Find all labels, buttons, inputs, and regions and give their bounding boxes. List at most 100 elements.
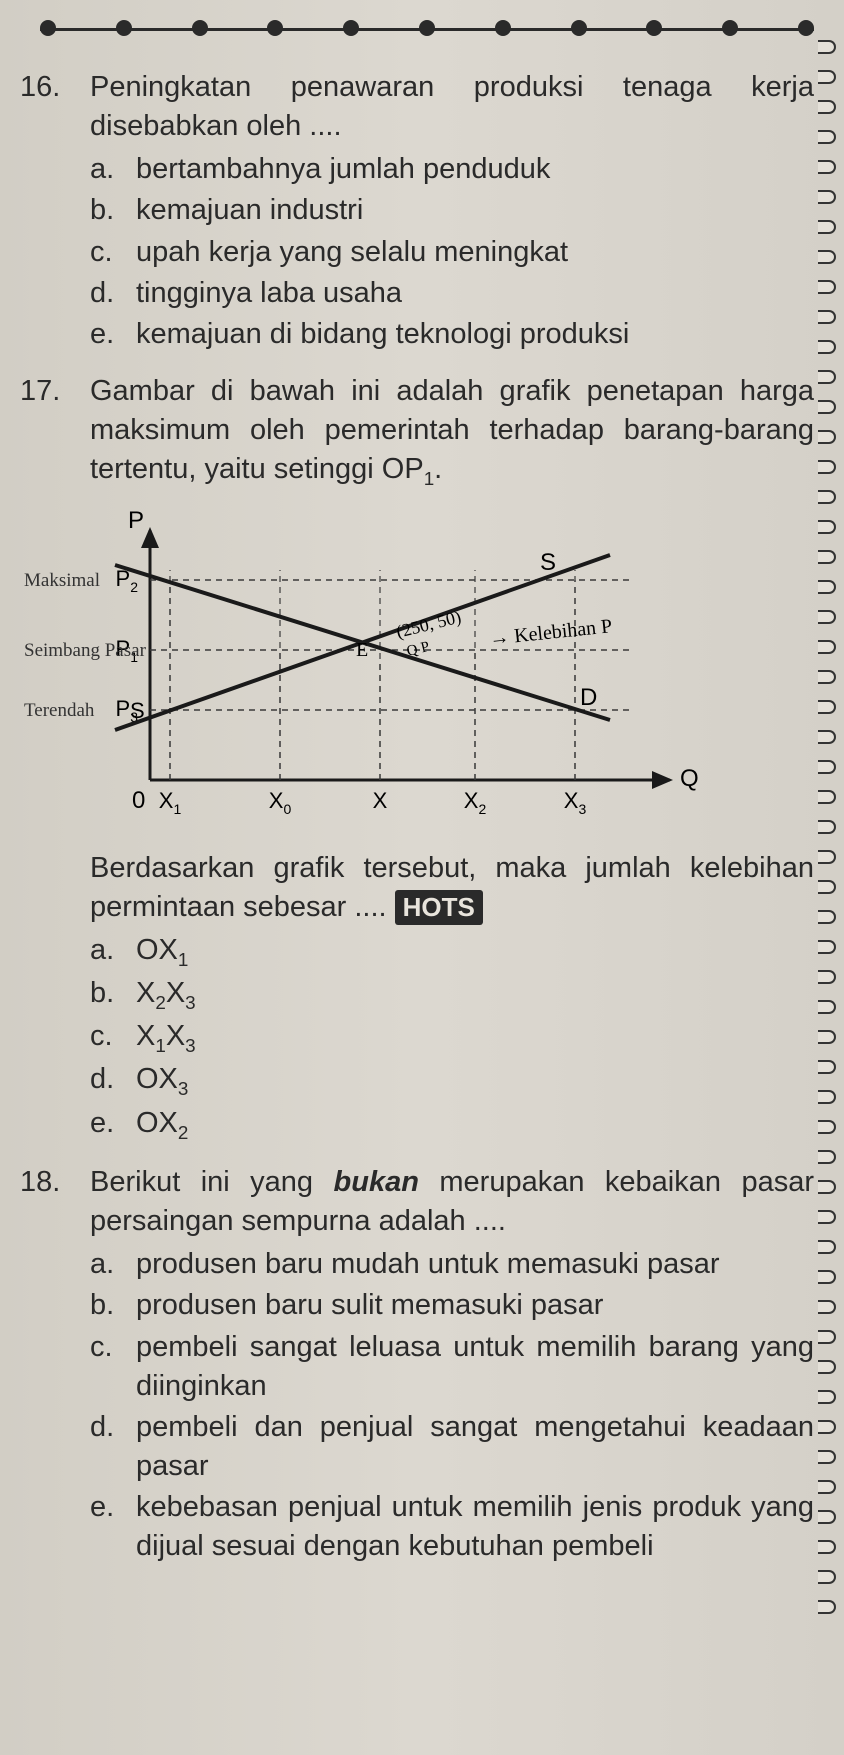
svg-text:Seimbang Pasar: Seimbang Pasar [24,640,147,661]
option-letter: d. [90,1060,136,1101]
option-letter: b. [90,191,136,230]
spiral-binding [818,0,840,1755]
option-text: pembeli dan penjual sangat mengetahui ke… [136,1408,814,1486]
stem-end: . [434,453,442,485]
svg-text:0: 0 [132,787,145,814]
svg-text:X: X [373,788,388,813]
question-16: 16. Peningkatan penawaran produksi tenag… [20,68,814,354]
dot [646,20,662,36]
option-text: bertambahnya jumlah penduduk [136,150,814,189]
dot [798,20,814,36]
question-17: 17. Gambar di bawah ini adalah grafik pe… [20,372,814,496]
option-letter: c. [90,1017,136,1058]
option-letter: e. [90,315,136,354]
svg-text:Terendah: Terendah [24,700,95,721]
option-text: X1X3 [136,1017,814,1058]
option-text: produsen baru mudah untuk memasuki pasar [136,1245,814,1284]
option-e: e.kemajuan di bidang teknologi produksi [90,315,814,354]
option-a: a.produsen baru mudah untuk memasuki pas… [90,1245,814,1284]
option-b: b.X2X3 [90,974,814,1015]
stem-sub: 1 [424,468,434,489]
question-18: 18. Berikut ini yang bukan merupakan keb… [20,1163,814,1566]
svg-text:X1: X1 [159,788,182,817]
option-letter: a. [90,150,136,189]
option-letter: d. [90,274,136,313]
svg-text:D: D [580,684,597,711]
question-stem-2: Berdasarkan grafik tersebut, maka jumlah… [90,849,814,927]
question-body: Berikut ini yang bukan merupakan kebaika… [90,1163,814,1566]
stem-bold: bukan [334,1166,419,1198]
option-a: a.OX1 [90,931,814,972]
option-e: e.OX2 [90,1104,814,1145]
question-stem: Peningkatan penawaran produksi tenaga ke… [90,68,814,146]
svg-text:X2: X2 [464,788,487,817]
svg-text:Maksimal: Maksimal [24,570,100,591]
option-d: d.tingginya laba usaha [90,274,814,313]
option-text: produsen baru sulit memasuki pasar [136,1286,814,1325]
dot [722,20,738,36]
svg-text:Q: Q [680,765,699,792]
question-17-continued: Berdasarkan grafik tersebut, maka jumlah… [90,849,814,1145]
option-e: e.kebebasan penjual untuk memilih jenis … [90,1488,814,1566]
options: a.produsen baru mudah untuk memasuki pas… [90,1245,814,1566]
dot [495,20,511,36]
option-text: X2X3 [136,974,814,1015]
question-number: 18. [20,1163,90,1566]
hots-badge: HOTS [395,890,483,925]
option-a: a.bertambahnya jumlah penduduk [90,150,814,189]
svg-text:Q P: Q P [405,638,431,659]
option-letter: a. [90,1245,136,1284]
option-letter: c. [90,1328,136,1406]
question-number: 16. [20,68,90,354]
question-body: Gambar di bawah ini adalah grafik peneta… [90,372,814,496]
question-stem: Gambar di bawah ini adalah grafik peneta… [90,372,814,492]
question-body: Peningkatan penawaran produksi tenaga ke… [90,68,814,354]
question-number: 17. [20,372,90,496]
option-letter: a. [90,931,136,972]
stem-text: Gambar di bawah ini adalah grafik peneta… [90,375,814,485]
dot [40,20,56,36]
question-stem: Berikut ini yang bukan merupakan kebaika… [90,1163,814,1241]
option-text: tingginya laba usaha [136,274,814,313]
option-c: c.upah kerja yang selalu meningkat [90,233,814,272]
options: a.OX1 b.X2X3 c.X1X3 d.OX3 e.OX2 [90,931,814,1145]
option-text: pembeli sangat leluasa untuk memilih bar… [136,1328,814,1406]
chart-svg: PQ0P2MaksimalP1Seimbang PasarP3TerendahX… [20,510,800,830]
dot [116,20,132,36]
dot [267,20,283,36]
dot [343,20,359,36]
option-text: kebebasan penjual untuk memilih jenis pr… [136,1488,814,1566]
option-letter: b. [90,1286,136,1325]
worksheet-page: 16. Peningkatan penawaran produksi tenag… [0,0,844,1755]
svg-text:(250, 50): (250, 50) [394,606,463,642]
option-text: kemajuan di bidang teknologi produksi [136,315,814,354]
option-letter: e. [90,1488,136,1566]
svg-text:S: S [540,549,556,576]
option-text: upah kerja yang selalu meningkat [136,233,814,272]
option-text: kemajuan industri [136,191,814,230]
svg-text:E: E [356,639,368,661]
stem-pre: Berikut ini yang [90,1166,334,1198]
option-c: c.X1X3 [90,1017,814,1058]
option-b: b.produsen baru sulit memasuki pasar [90,1286,814,1325]
option-text: OX2 [136,1104,814,1145]
page-top-decoration [20,10,814,50]
option-b: b.kemajuan industri [90,191,814,230]
dot [419,20,435,36]
option-letter: c. [90,233,136,272]
decor-dots [40,20,814,36]
svg-text:→ Kelebihan P: → Kelebihan P [488,615,613,650]
option-letter: b. [90,974,136,1015]
option-text: OX3 [136,1060,814,1101]
option-c: c.pembeli sangat leluasa untuk memilih b… [90,1328,814,1406]
option-letter: e. [90,1104,136,1145]
options: a.bertambahnya jumlah penduduk b.kemajua… [90,150,814,354]
option-d: d.pembeli dan penjual sangat mengetahui … [90,1408,814,1486]
option-letter: d. [90,1408,136,1486]
svg-text:S: S [130,698,145,723]
supply-demand-chart: PQ0P2MaksimalP1Seimbang PasarP3TerendahX… [20,510,814,835]
svg-text:X3: X3 [564,788,587,817]
dot [192,20,208,36]
dot [571,20,587,36]
svg-text:X0: X0 [269,788,292,817]
